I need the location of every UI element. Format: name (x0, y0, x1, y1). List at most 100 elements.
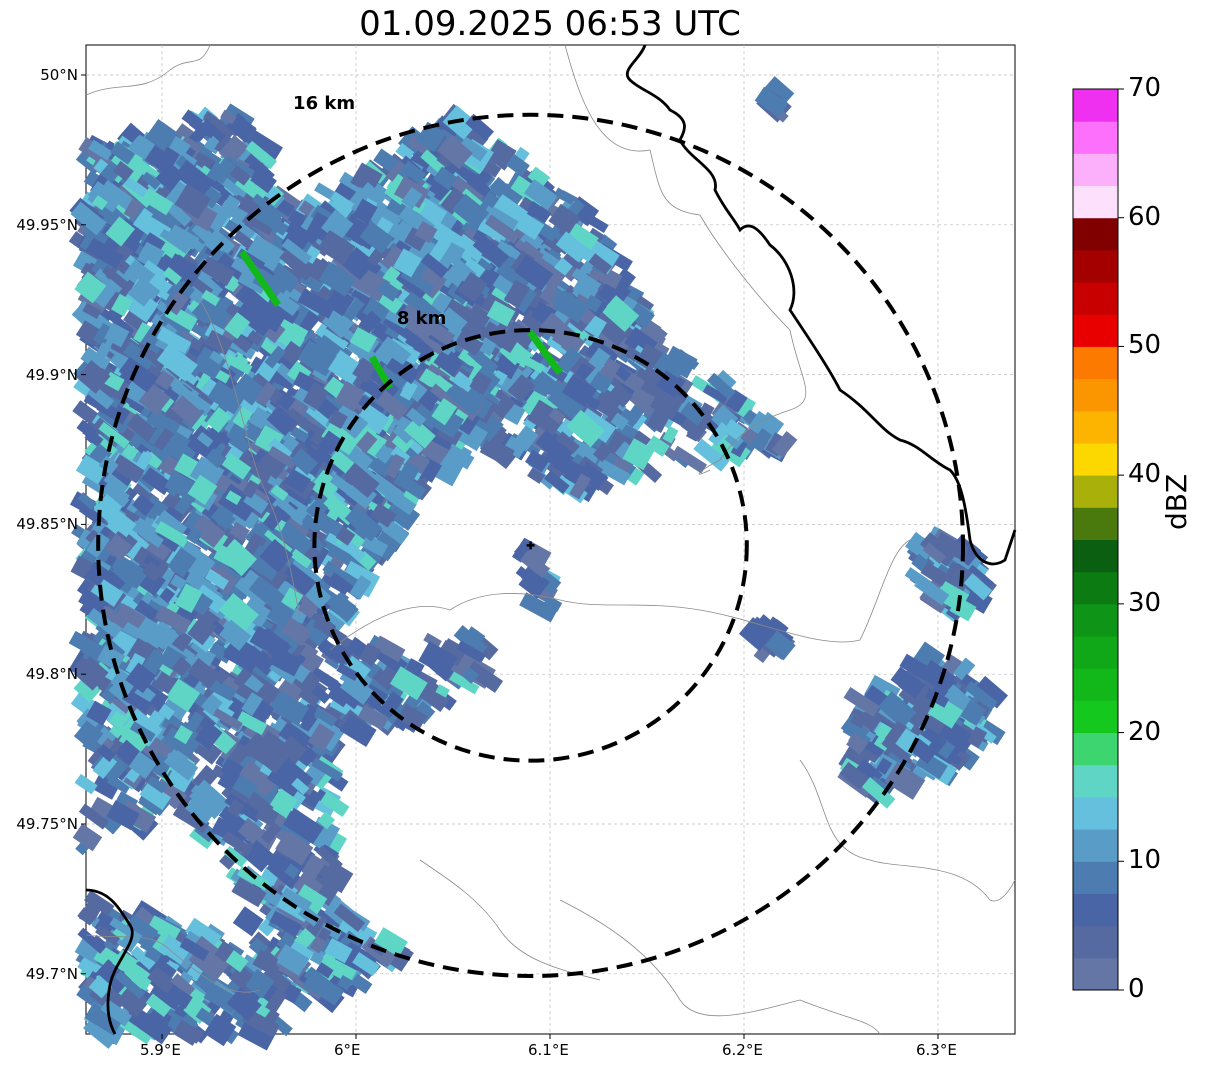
lat-tick-label: 49.95°N (16, 215, 78, 234)
echo-cell (237, 817, 264, 844)
echo-cell (214, 133, 235, 156)
echo-cell (350, 973, 373, 994)
radar-echoes (68, 76, 1009, 1051)
echo-cell (708, 422, 731, 447)
lat-tick-label: 50°N (40, 66, 78, 84)
echo-cell (693, 438, 730, 472)
lat-tick-label: 49.8°N (25, 665, 78, 684)
colorbar-segment (1073, 249, 1118, 283)
colorbar-tick-label: 30 (1128, 587, 1162, 618)
colorbar-segment (1073, 829, 1118, 862)
echo-cell (315, 962, 334, 979)
echo-cell (74, 773, 98, 795)
echo-cell (607, 383, 634, 408)
echo-cell (186, 641, 217, 668)
echo-cell (318, 946, 361, 984)
echo-cell (372, 635, 406, 663)
echo-cell (671, 445, 707, 474)
lon-tick-label: 5.9°E (140, 1041, 181, 1059)
echo-cell (78, 803, 109, 830)
range-ring-label: 16 km (293, 92, 356, 114)
lat-tick-label: 49.9°N (25, 365, 78, 384)
colorbar-segment (1073, 668, 1118, 701)
echo-cell (527, 399, 566, 436)
colorbar-segment (1073, 217, 1118, 251)
echo-cell (395, 142, 415, 162)
colorbar-segment (1073, 893, 1118, 927)
echo-cell (730, 438, 748, 458)
colorbar-tick-label: 60 (1128, 201, 1162, 232)
colorbar-segment (1073, 153, 1118, 187)
echo-cell (416, 682, 450, 713)
echo-cell (161, 697, 189, 721)
echo-cell (535, 427, 576, 466)
colorbar-segment (1073, 475, 1118, 508)
echo-cell (420, 149, 446, 174)
colorbar-segment (1073, 571, 1118, 605)
colorbar-segment (1073, 957, 1118, 991)
echo-cell (76, 708, 102, 734)
colorbar-segment (1073, 603, 1118, 637)
echo-cell (244, 128, 283, 161)
echo-cell (192, 764, 219, 792)
colorbar-tick-label: 20 (1128, 716, 1162, 747)
echo-cell (324, 705, 343, 723)
echo-cell (185, 917, 222, 950)
colorbar-segment (1073, 410, 1118, 444)
echo-cell (238, 759, 278, 798)
echo-cell (72, 823, 103, 852)
echo-cell (83, 890, 115, 917)
colorbar-tick-label: 10 (1128, 845, 1162, 876)
lon-tick-label: 6°E (334, 1041, 361, 1059)
echo-cell (311, 510, 345, 541)
echo-cell (275, 830, 314, 866)
colorbar-label: dBZ (1160, 473, 1193, 530)
echo-cell (415, 121, 446, 152)
echo-cell (702, 384, 729, 405)
colorbar-segment (1073, 732, 1118, 766)
colorbar-segment (1073, 346, 1118, 380)
echo-cell (706, 372, 736, 400)
lat-tick-label: 49.7°N (25, 964, 78, 983)
echo-cell (298, 703, 319, 724)
plot-title: 01.09.2025 06:53 UTC (359, 4, 741, 44)
colorbar-segment (1073, 378, 1118, 412)
colorbar-segment (1073, 314, 1118, 347)
colorbar-tick-label: 50 (1128, 330, 1162, 361)
echo-cell (356, 656, 382, 681)
echo-cell (311, 685, 331, 704)
echo-cell (77, 907, 97, 926)
colorbar-segment (1073, 700, 1118, 734)
echo-cell (91, 772, 121, 800)
echo-cell (334, 598, 359, 623)
echo-cell (301, 513, 322, 533)
echo-cell (228, 743, 251, 766)
colorbar-segment (1073, 185, 1118, 219)
colorbar-segment (1073, 796, 1118, 830)
echo-cell (301, 853, 326, 880)
echo-cell (301, 618, 331, 647)
range-ring-label: 8 km (396, 308, 447, 330)
colorbar-segment (1073, 861, 1118, 894)
echo-cell (327, 679, 362, 710)
echo-cell (524, 449, 550, 473)
echo-cell (201, 110, 236, 139)
lat-tick-label: 49.85°N (16, 515, 78, 534)
echo-cell (232, 906, 264, 937)
echo-cell (479, 436, 515, 467)
echo-cell (189, 410, 213, 435)
echo-cell (269, 910, 303, 937)
echo-cell (725, 389, 748, 413)
echo-cell (324, 937, 353, 964)
colorbar-segment (1073, 764, 1118, 798)
colorbar-segment (1073, 282, 1118, 315)
echo-cell (595, 457, 631, 486)
colorbar-segment (1073, 636, 1118, 669)
echo-cell (503, 435, 528, 459)
echo-cell (588, 347, 611, 371)
colorbar-tick-label: 40 (1128, 459, 1162, 490)
lon-tick-label: 6.3°E (916, 1041, 957, 1059)
echo-cell (522, 416, 538, 431)
